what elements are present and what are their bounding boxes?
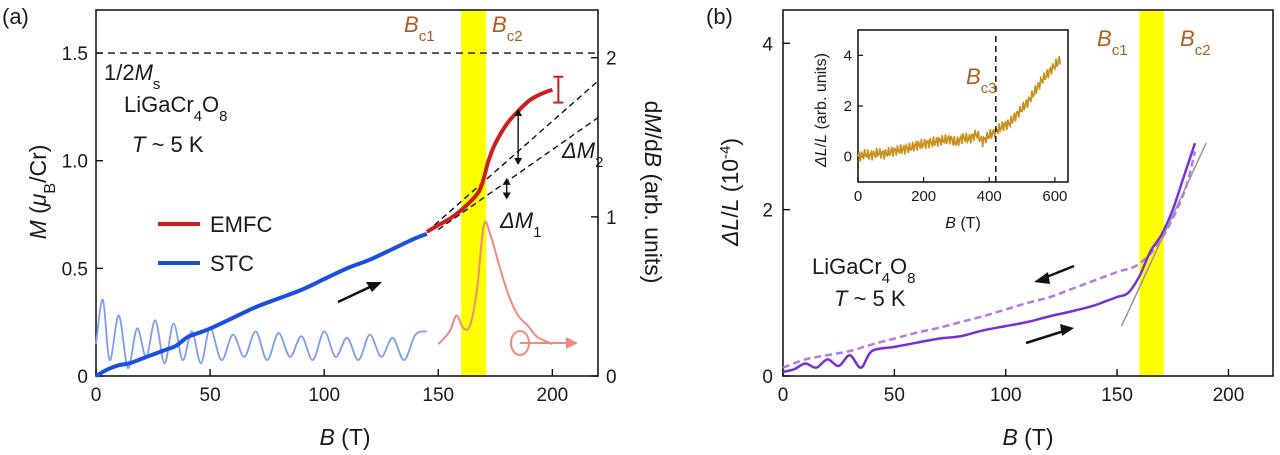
series-b	[782, 142, 1207, 374]
x-tick-label: 150	[422, 385, 454, 406]
inset-frame	[857, 29, 1069, 183]
deriv-axis-arrow	[510, 330, 578, 356]
inset-x-tick-label: 200	[911, 188, 936, 205]
inset-x-label: B (T)	[945, 215, 981, 232]
y-tick-label: 0.5	[62, 259, 88, 280]
x-tick-label: 0	[778, 385, 789, 406]
x-axis-label-b: B (T)	[1002, 424, 1053, 450]
axes-frame-a	[95, 9, 599, 377]
y2-tick-label: 2	[606, 49, 617, 70]
series-a	[94, 75, 599, 378]
inset-y-tick-label: 2	[844, 98, 852, 115]
half-ms-label: 1/2Ms	[104, 60, 160, 93]
inset-series	[857, 55, 1062, 162]
panel-b-label: (b)	[706, 4, 733, 29]
x-tick-label: 150	[1101, 385, 1133, 406]
bc3-label: Bc3	[966, 64, 997, 97]
y-axis-label-a: M (μB/Cr)	[25, 145, 59, 240]
x-tick-label: 100	[308, 385, 340, 406]
bc2-label-a: Bc2	[492, 12, 523, 45]
y2-axis-label-a: dM/dB (arb. units)	[640, 101, 666, 284]
delta-m1-arrow-head-bottom	[502, 192, 511, 200]
y-ticks-a: 0 0.5 1.0 1.5	[62, 44, 103, 388]
y2-ticks-a: 0 1 2	[591, 49, 617, 388]
series-stc	[94, 232, 428, 378]
y-axis-label-b: ΔL/L (10-4)	[717, 138, 744, 247]
inset-y-label: ΔL/L (arb. units)	[813, 53, 830, 168]
inset-series	[857, 36, 1062, 182]
band-b	[1139, 10, 1164, 376]
inset-x-tick-label: 400	[977, 188, 1002, 205]
series-up-sweep	[782, 142, 1197, 374]
x-tick-label: 200	[537, 385, 569, 406]
x-tick-label: 50	[884, 385, 905, 406]
sweep-arrow-a	[337, 282, 382, 304]
series-down-sweep	[782, 151, 1197, 369]
sweep-arrow-down-b	[1034, 264, 1075, 284]
delta-m2-arrow-head-top	[514, 109, 523, 117]
sweep-arrow-up-b	[1025, 324, 1074, 345]
axes-frame-b	[782, 9, 1274, 377]
delta-m-arrows	[502, 109, 523, 200]
y-ticks-b: 0 2 4	[762, 34, 790, 388]
extrapolation-line-1	[426, 80, 599, 233]
inset-y-tick-label: 4	[844, 47, 852, 64]
panel-a-label: (a)	[2, 4, 29, 29]
dm1-label: ΔM1	[499, 208, 541, 241]
panel-a: (a) 0 50 100 150 200 0 0.5 1.0 1.5 0 1 2 B (T) M …	[2, 4, 666, 450]
series-linear-fit	[1120, 142, 1207, 327]
x-ticks-b: 0 50 100 150 200	[778, 369, 1245, 406]
extrapolation-line-2	[437, 117, 599, 231]
delta-m2-arrow-head-bottom	[514, 158, 523, 166]
legend-entry-emfc: EMFC	[210, 212, 272, 237]
series-emfc-derivative	[437, 220, 553, 346]
series-emfc	[425, 87, 554, 234]
dm2-label: ΔM2	[561, 138, 603, 171]
bc1-label-a: Bc1	[404, 12, 435, 45]
compound-label-b: LiGaCr4O8	[812, 254, 916, 287]
x-tick-label: 0	[91, 385, 102, 406]
bc2-label-b: Bc2	[1180, 26, 1211, 59]
x-tick-label: 200	[1213, 385, 1245, 406]
band-a	[461, 10, 487, 376]
legend-entry-stc: STC	[210, 251, 254, 276]
inset-x-ticks: 0 200 400 600	[854, 177, 1067, 205]
panel-b: (b) 0 50 100 150 200 024 B (T) ΔL/L (10-4) L…	[706, 4, 1274, 450]
y-tick-label: 4	[762, 34, 773, 55]
temperature-label-a: T ~ 5 K	[132, 132, 204, 157]
inset-y-ticks: 0 2 4	[844, 47, 863, 166]
y-tick-label: 2	[762, 201, 773, 222]
legend-a: EMFC STC	[158, 212, 272, 276]
temperature-label-b: T ~ 5 K	[834, 286, 906, 311]
compound-label-a: LiGaCr4O8	[124, 92, 228, 125]
x-tick-label: 50	[200, 385, 221, 406]
delta-m1-arrow-head-top	[502, 177, 511, 185]
inset-y-tick-label: 0	[844, 149, 852, 166]
inset-x-tick-label: 600	[1042, 188, 1067, 205]
x-ticks-a: 0 50 100 150 200	[91, 369, 569, 406]
x-axis-label-a: B (T)	[319, 424, 370, 450]
inset-b: 0 200 400 600 0 2 4 B (T) ΔL/L (arb. units) B…	[813, 29, 1069, 232]
y-tick-label: 1.5	[62, 44, 88, 65]
inset-x-tick-label: 0	[854, 188, 862, 205]
x-tick-label: 100	[990, 385, 1022, 406]
series-stc-derivative	[95, 298, 428, 369]
y-tick-label: 0	[77, 367, 88, 388]
y2-tick-label: 1	[606, 208, 617, 229]
y-tick-label: 1.0	[62, 152, 88, 173]
y2-tick-label: 0	[606, 367, 617, 388]
bc1-label-b: Bc1	[1097, 26, 1128, 59]
y-tick-label: 0	[762, 367, 773, 388]
